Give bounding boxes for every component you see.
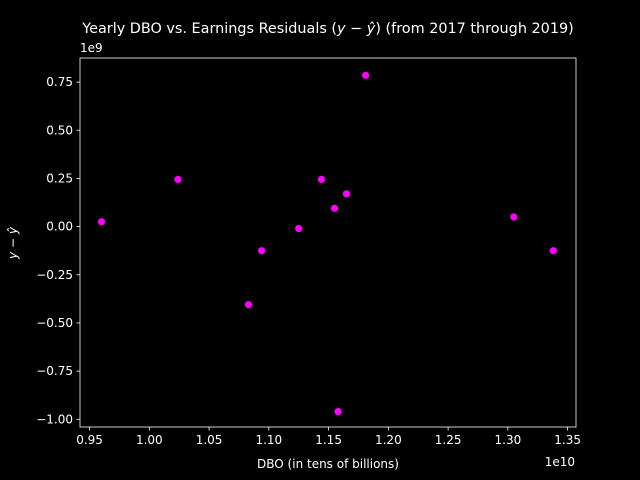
data-point — [174, 175, 182, 183]
y-axis-label: y − ŷ — [6, 226, 20, 260]
x-tick-label: 1.35 — [554, 433, 581, 447]
y-tick-label: −0.50 — [36, 316, 73, 330]
data-point — [317, 175, 326, 183]
x-axis-offset-label: 1e10 — [545, 455, 575, 469]
data-point — [330, 204, 339, 212]
y-tick-label: −0.75 — [36, 364, 73, 378]
data-point — [244, 301, 253, 309]
y-tick-label: 0.00 — [46, 220, 73, 234]
title-yhat: ŷ — [366, 21, 376, 37]
title-suffix: ) (from 2017 through 2019) — [375, 21, 573, 37]
y-tick-label: 0.75 — [46, 75, 73, 89]
chart-title: Yearly DBO vs. Earnings Residuals (y − ŷ… — [81, 21, 574, 37]
data-point — [549, 247, 557, 255]
title-y: y — [336, 21, 346, 37]
y-axis-offset-label: 1e9 — [80, 41, 103, 55]
data-point — [510, 213, 518, 221]
x-tick-label: 1.00 — [136, 433, 163, 447]
y-tick-label: −1.00 — [36, 412, 73, 426]
x-tick-label: 1.25 — [435, 433, 462, 447]
data-point — [334, 407, 342, 416]
y-tick-label: −0.25 — [36, 268, 73, 282]
svg-text:y − ŷ: y − ŷ — [6, 226, 20, 260]
data-point — [362, 71, 370, 79]
x-tick-label: 1.15 — [315, 433, 342, 447]
title-prefix: Yearly DBO vs. Earnings Residuals ( — [81, 21, 337, 37]
y-tick-label: 0.25 — [46, 171, 73, 185]
data-point — [295, 224, 303, 233]
ylabel-yhat: ŷ — [6, 226, 20, 235]
data-point — [342, 190, 351, 198]
data-point — [258, 247, 266, 255]
ylabel-y: y — [6, 251, 20, 260]
x-tick-label: 1.20 — [375, 433, 402, 447]
x-tick-label: 1.05 — [196, 433, 223, 447]
x-axis-label: DBO (in tens of billions) — [257, 457, 399, 471]
plot-area — [79, 57, 577, 428]
y-axis-ticks: 0.75 0.50 0.25 0.00 −0.25 −0.50 −0.75 −1.00 — [36, 75, 80, 426]
x-axis-ticks: 0.95 1.00 1.05 1.10 1.15 1.20 1.25 1.30 1.35 — [76, 427, 581, 447]
x-tick-label: 1.10 — [255, 433, 282, 447]
data-point — [97, 218, 106, 226]
y-tick-label: 0.50 — [46, 123, 73, 137]
x-tick-label: 1.30 — [495, 433, 522, 447]
title-minus: − — [346, 21, 367, 37]
plot-frame — [79, 57, 577, 428]
data-points — [97, 71, 557, 416]
ylabel-minus: − — [6, 234, 20, 252]
svg-text:Yearly DBO vs. Earnings Residu: Yearly DBO vs. Earnings Residuals (y − ŷ… — [81, 21, 574, 37]
x-tick-label: 0.95 — [76, 433, 103, 447]
